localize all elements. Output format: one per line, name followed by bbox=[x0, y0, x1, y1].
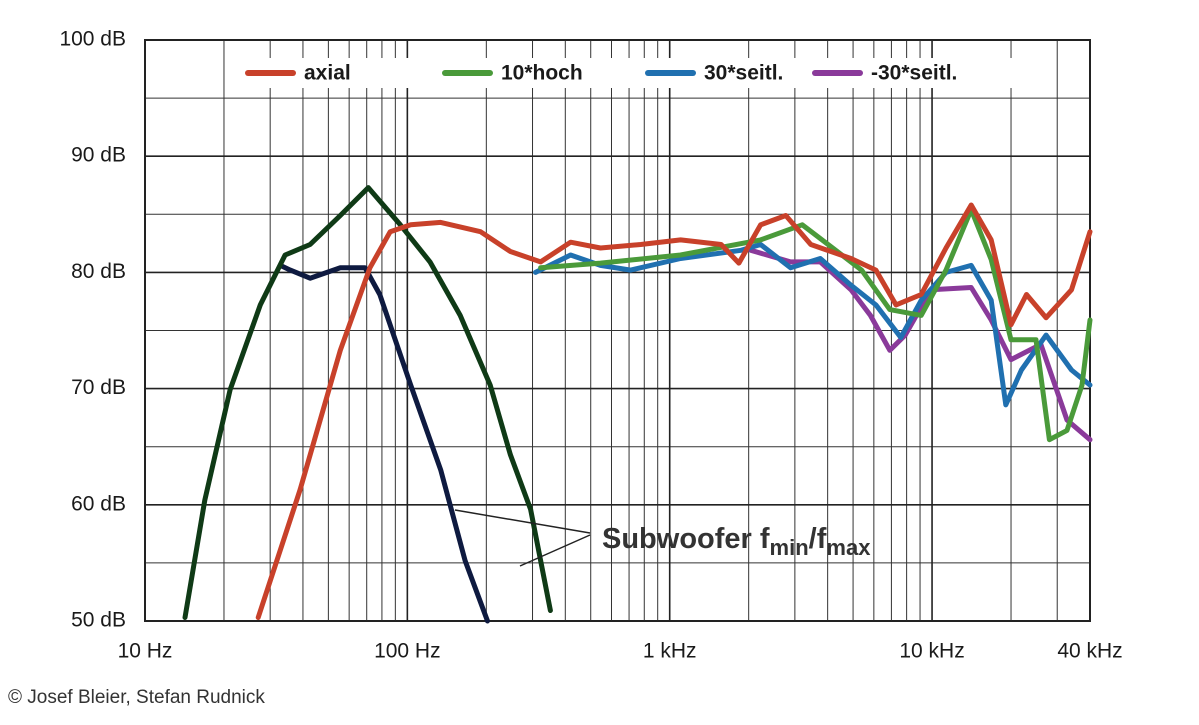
legend-box bbox=[225, 58, 1035, 88]
legend-label: -30*seitl. bbox=[871, 62, 957, 85]
legend-label: axial bbox=[304, 62, 351, 85]
y-tick-label: 60 dB bbox=[71, 492, 126, 515]
x-tick-label: 40 kHz bbox=[1057, 640, 1122, 663]
credit: © Josef Bleier, Stefan Rudnick bbox=[8, 687, 265, 708]
annotation-pointer bbox=[519, 534, 591, 567]
annotation-part: /f bbox=[809, 523, 827, 555]
series-line bbox=[533, 242, 1093, 408]
annotation-part: min bbox=[770, 535, 809, 560]
x-tick-label: 10 Hz bbox=[118, 640, 173, 663]
x-tick-label: 1 kHz bbox=[643, 640, 697, 663]
x-tick-label: 10 kHz bbox=[899, 640, 964, 663]
series-line bbox=[277, 262, 490, 624]
y-tick-label: 90 dB bbox=[71, 144, 126, 167]
y-tick-label: 50 dB bbox=[71, 609, 126, 632]
legend-label: 30*seitl. bbox=[704, 62, 783, 85]
grid bbox=[144, 39, 1091, 622]
series-line bbox=[255, 202, 1093, 620]
y-tick-label: 70 dB bbox=[71, 376, 126, 399]
annotation-part: max bbox=[826, 535, 871, 560]
annotation: Subwoofer fmin/fmax bbox=[602, 523, 871, 560]
x-tick-label: 100 Hz bbox=[374, 640, 441, 663]
series-line bbox=[538, 207, 1093, 443]
legend-label: 10*hoch bbox=[501, 62, 583, 85]
y-tick-label: 100 dB bbox=[59, 28, 126, 51]
annotation-pointer bbox=[454, 509, 591, 534]
lines bbox=[182, 185, 1093, 624]
series-line bbox=[182, 185, 553, 620]
y-tick-label: 80 dB bbox=[71, 260, 126, 283]
annotation-part: Subwoofer f bbox=[602, 523, 770, 555]
